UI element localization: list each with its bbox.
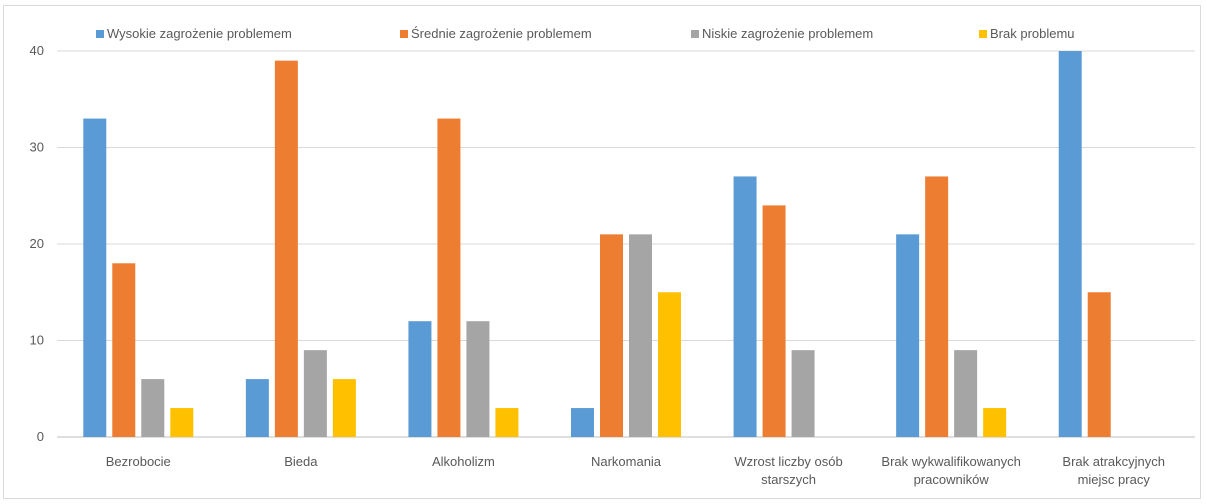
legend-swatch: [400, 30, 408, 38]
bar: [437, 118, 461, 438]
x-tick-label: Wzrost liczby osób starszych: [734, 454, 842, 487]
y-tick-label: 40: [30, 43, 44, 58]
gridlines: [57, 50, 1195, 438]
legend-swatch: [96, 30, 104, 38]
legend-label: Niskie zagrożenie problemem: [702, 26, 873, 41]
x-axis-labels: Bezrobocie Bieda Alkoholizm Narkomania Wzros…: [106, 454, 1165, 487]
bar: [658, 292, 681, 437]
bar: [600, 234, 623, 437]
bar: [571, 408, 594, 437]
x-tick-label: Alkoholizm: [432, 454, 495, 469]
x-tick-label: Brak wykwalifikowanych pracowników: [881, 454, 1020, 487]
bar: [274, 60, 298, 438]
bar: [408, 321, 432, 437]
bar: [954, 350, 978, 437]
bar: [466, 321, 490, 437]
bar: [83, 118, 107, 438]
y-tick-label: 0: [37, 429, 44, 444]
chart-frame: [3, 5, 1201, 499]
bar: [1058, 51, 1082, 437]
legend-swatch: [979, 30, 987, 38]
bar: [762, 205, 786, 437]
bar: [245, 379, 269, 437]
bar: [170, 408, 194, 437]
bar: [112, 263, 136, 437]
x-tick-label: Narkomania: [591, 454, 662, 469]
bar: [791, 350, 815, 437]
bar: [983, 408, 1007, 437]
bar: [141, 379, 165, 437]
y-axis-ticks: 0 10 20 30 40: [30, 43, 44, 444]
bars: [83, 51, 1111, 438]
legend-label: Brak problemu: [990, 26, 1075, 41]
x-tick-label: Bezrobocie: [106, 454, 171, 469]
x-tick-label: Brak atrakcyjnych miejsc pracy: [1062, 454, 1165, 487]
legend-label: Wysokie zagrożenie problemem: [107, 26, 292, 41]
bar: [733, 176, 757, 437]
bar: [332, 379, 356, 437]
bar: [629, 234, 652, 437]
y-tick-label: 10: [30, 333, 44, 348]
legend: Wysokie zagrożenie problemem Średnie zagr…: [96, 26, 1075, 41]
bar: [1087, 292, 1111, 437]
bar: [925, 176, 949, 437]
legend-swatch: [691, 30, 699, 38]
bar: [303, 350, 327, 437]
legend-label: Średnie zagrożenie problemem: [411, 26, 592, 41]
y-tick-label: 20: [30, 236, 44, 251]
x-tick-label: Bieda: [284, 454, 318, 469]
bar: [495, 408, 519, 437]
bar: [896, 234, 920, 437]
y-tick-label: 30: [30, 140, 44, 155]
